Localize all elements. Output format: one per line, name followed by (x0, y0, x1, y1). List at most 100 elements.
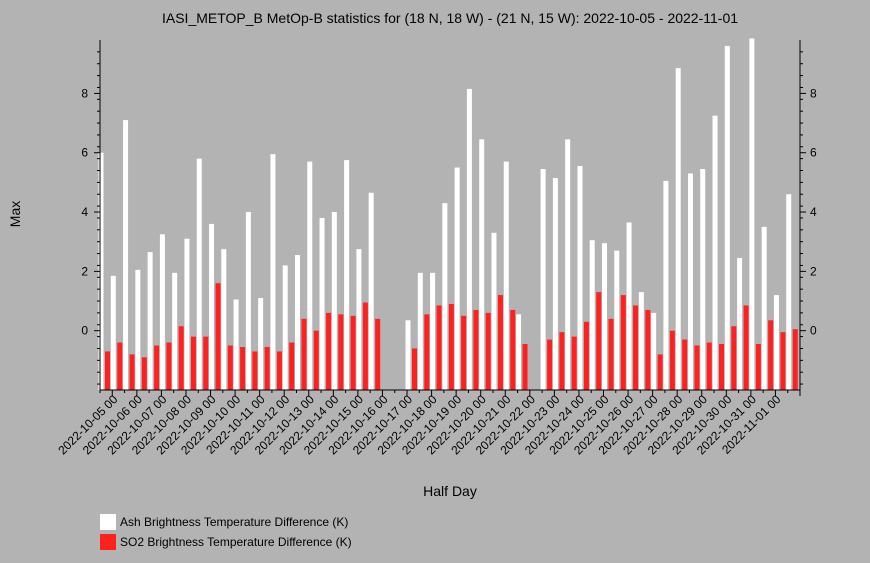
ash-bar (442, 203, 448, 390)
ash-bar (344, 160, 350, 390)
so2-bar (768, 320, 774, 390)
ash-bar (430, 272, 436, 390)
ash-bar (737, 258, 743, 390)
so2-bar (264, 346, 270, 390)
ash-bar (614, 250, 620, 390)
so2-bar (645, 309, 651, 390)
ash-bar (159, 234, 165, 390)
ash-bar (749, 38, 755, 391)
so2-bar (448, 303, 454, 390)
ash-bar (700, 169, 706, 390)
legend-item-ash: Ash Brightness Temperature Difference (K… (100, 512, 352, 532)
so2-bar (792, 329, 798, 390)
ash-bar (602, 243, 608, 390)
so2-bar (141, 357, 147, 390)
so2-bar (117, 342, 123, 390)
ash-bar (417, 272, 423, 390)
so2-bar (129, 354, 135, 390)
ash-bar (491, 232, 497, 390)
so2-bar (276, 351, 282, 390)
chart-title: IASI_METOP_B MetOp-B statistics for (18 … (162, 10, 738, 26)
ash-bar (552, 177, 558, 390)
legend: Ash Brightness Temperature Difference (K… (100, 512, 352, 552)
so2-bar (620, 295, 626, 390)
so2-bar (719, 344, 725, 390)
so2-bar (485, 312, 491, 390)
ash-bar (540, 169, 546, 390)
so2-bar (547, 339, 553, 390)
so2-bar (154, 345, 160, 390)
ash-bar (516, 314, 522, 390)
so2-bar (338, 314, 344, 390)
ash-bar (466, 88, 472, 390)
so2-bar (240, 346, 246, 390)
ash-bar (233, 299, 239, 390)
ash-bar (565, 139, 571, 390)
so2-bar (326, 312, 332, 390)
y-tick-label-left: 8 (81, 86, 88, 100)
so2-bar (669, 330, 675, 390)
y-tick-label-left: 6 (81, 146, 88, 160)
legend-label-so2: SO2 Brightness Temperature Difference (K… (120, 535, 352, 549)
so2-bar (313, 330, 319, 390)
ash-bar (98, 152, 104, 390)
y-axis-title: Max (7, 201, 23, 227)
so2-bar (227, 345, 233, 390)
legend-swatch-ash (100, 514, 116, 530)
y-tick-label-right: 2 (810, 264, 817, 278)
so2-bar (375, 318, 381, 390)
ash-bar (356, 249, 362, 390)
so2-bar (436, 305, 442, 390)
ash-bar (319, 217, 325, 390)
y-tick-label-left: 0 (81, 324, 88, 338)
so2-bar (522, 344, 528, 390)
so2-bar (596, 292, 602, 390)
ash-bar (258, 298, 264, 390)
ash-bar (331, 212, 337, 390)
legend-swatch-so2 (100, 534, 116, 550)
ash-bar (307, 161, 313, 390)
so2-bar (301, 318, 307, 390)
so2-bar (559, 332, 565, 390)
ash-bar (773, 295, 779, 390)
y-tick-label-right: 0 (810, 324, 817, 338)
so2-bar (178, 326, 184, 390)
so2-bar (350, 315, 356, 390)
legend-item-so2: SO2 Brightness Temperature Difference (K… (100, 532, 352, 552)
so2-bar (608, 318, 614, 390)
ash-bar (479, 139, 485, 390)
y-tick-label-right: 6 (810, 146, 817, 160)
so2-bar (571, 336, 577, 390)
ash-bar (503, 161, 509, 390)
ash-bar (786, 194, 792, 390)
ash-bar (638, 292, 644, 390)
so2-bar (633, 305, 639, 390)
ash-bar (282, 265, 288, 390)
ash-bar (270, 154, 276, 390)
ash-bar (184, 238, 190, 390)
so2-bar (706, 342, 712, 390)
so2-bar (510, 309, 516, 390)
so2-bar (289, 342, 295, 390)
so2-bar (412, 348, 418, 390)
so2-bar (461, 315, 467, 390)
ash-bar (724, 45, 730, 391)
ash-bar (712, 115, 718, 390)
ash-bar (626, 222, 632, 390)
so2-bar (203, 336, 209, 390)
ash-bar (135, 269, 141, 390)
so2-bar (694, 345, 700, 390)
ash-bar (761, 226, 767, 390)
y-tick-label-left: 2 (81, 264, 88, 278)
so2-bar (731, 326, 737, 390)
ash-bar (577, 166, 583, 390)
so2-bar (166, 342, 172, 390)
so2-bar (780, 332, 786, 390)
bars-layer (98, 38, 798, 391)
y-tick-label-left: 4 (81, 205, 88, 219)
y-tick-label-right: 8 (810, 86, 817, 100)
ash-bar (209, 223, 215, 390)
so2-bar (105, 351, 110, 390)
